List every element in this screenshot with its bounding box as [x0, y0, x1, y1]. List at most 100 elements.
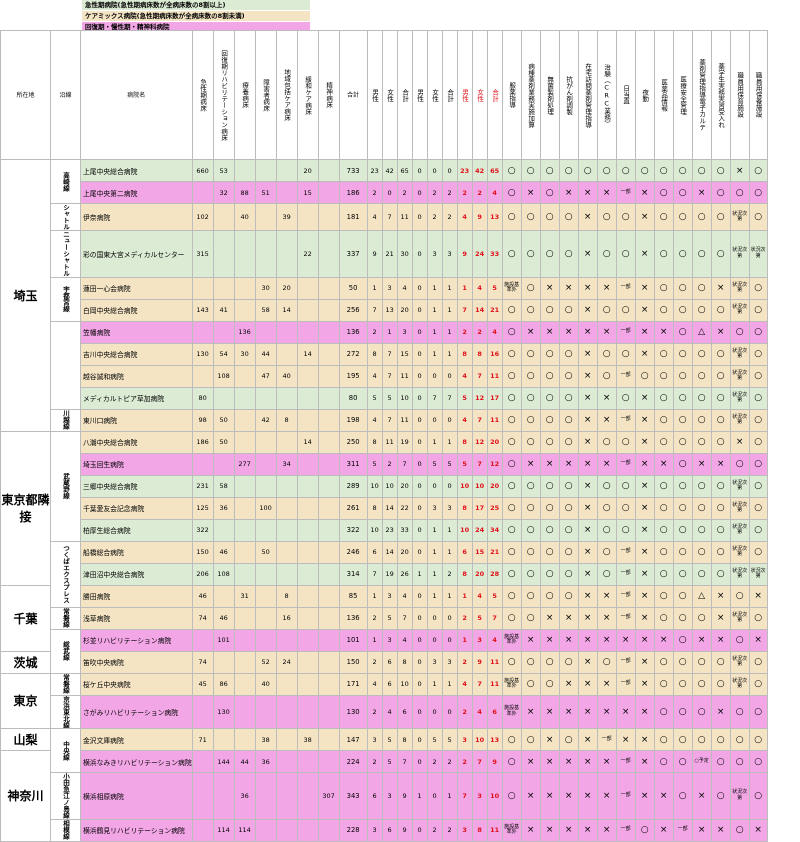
work-status: ○ — [653, 276, 674, 300]
fulltime-pharmacists: 7 — [366, 298, 383, 322]
fulltime-pharmacists: 7 — [396, 750, 413, 773]
header-bed-6: 精神病床 — [317, 30, 340, 160]
work-status: ○ — [653, 474, 674, 498]
work-status: 状況次第 — [729, 672, 750, 696]
total-pharmacists: 4 — [471, 694, 488, 729]
work-status: △ — [691, 584, 712, 608]
bed-count: 46 — [191, 584, 214, 608]
work-status: ○ — [672, 540, 693, 564]
header-sum-female: 女性 — [471, 30, 488, 160]
hospital-name: 三郷中央総合病院 — [80, 474, 193, 498]
parttime-pharmacists: 3 — [426, 650, 443, 674]
work-status: ○ — [672, 203, 693, 231]
work-status: × — [596, 452, 617, 476]
work-status: ○ — [520, 606, 541, 630]
total-beds: 289 — [338, 474, 368, 498]
bed-count: 34 — [275, 452, 298, 476]
header-sum-subtotal: 合計 — [486, 30, 503, 160]
bed-count — [296, 750, 319, 773]
work-status: × — [577, 650, 598, 674]
table-row: 山梨 中央線 金沢文庫病院 71 38 38 147 3 5 8 0 5 5 3 10 13 ○ ○ × ○ × 一部 × ×… — [0, 728, 768, 773]
total-beds: 80 — [338, 386, 368, 410]
total-beds: 85 — [338, 584, 368, 608]
bed-count — [275, 474, 298, 498]
header-work-11: 薬学生実務実習受入れ — [710, 30, 731, 160]
work-status: × — [577, 230, 598, 278]
work-status: ○ — [520, 728, 541, 751]
bed-count — [254, 694, 277, 729]
bed-count — [254, 584, 277, 608]
parttime-pharmacists: 1 — [441, 518, 458, 542]
work-status: ○ — [748, 496, 768, 520]
work-status: × — [558, 694, 579, 729]
prefecture-name: 東京 — [13, 694, 38, 709]
bed-count — [191, 694, 214, 729]
work-status: ○ — [501, 584, 522, 608]
table-row: 総武線 杉並リハビリテーション病院 101 101 1 3 4 0 0 0 1 3 4 施設基準外 × × × ×… — [0, 628, 768, 674]
bed-count — [296, 276, 319, 300]
prefecture-name: 茨城 — [13, 655, 38, 670]
parttime-pharmacists: 0 — [411, 408, 428, 432]
work-status: × — [520, 772, 541, 820]
fulltime-pharmacists: 42 — [381, 159, 398, 182]
table-row: 常磐線 浅草病院 74 46 16 136 2 5 7 0 0 0 2 5 7 ○ ○ × × × × 一部 × ○ ○ ○ × 状況… — [0, 606, 768, 630]
work-status: × — [634, 628, 655, 652]
bed-count — [317, 672, 340, 696]
bed-count: 80 — [191, 386, 214, 410]
header-pt-subtotal-label: 合計 — [445, 88, 454, 102]
work-status: ○ — [539, 650, 560, 674]
bed-count — [254, 452, 277, 476]
work-status: × — [691, 181, 712, 204]
bed-count — [233, 474, 256, 498]
bed-count — [296, 694, 319, 729]
parttime-pharmacists: 0 — [411, 452, 428, 476]
work-status: ○ — [672, 750, 693, 773]
work-status: 状況次第 — [729, 230, 750, 278]
bed-count — [233, 276, 256, 300]
header-ft-male-label: 男性 — [370, 88, 379, 102]
parttime-pharmacists: 5 — [441, 728, 458, 751]
bed-count — [191, 750, 214, 773]
work-status: × — [634, 728, 655, 751]
work-status: ○ — [653, 518, 674, 542]
parttime-pharmacists: 1 — [441, 320, 458, 344]
work-status: ○ — [558, 518, 579, 542]
parttime-pharmacists: 2 — [441, 181, 458, 204]
bed-count: 46 — [212, 540, 235, 564]
table-row: 津田沼中央総合病院 206 108 314 7 19 26 1 1 2 8 20 28 ○ ○ ○ ○ × ○ 一部 ×… — [0, 562, 768, 586]
fulltime-pharmacists: 33 — [396, 518, 413, 542]
parttime-pharmacists: 1 — [426, 320, 443, 344]
total-pharmacists: 23 — [456, 159, 473, 182]
parttime-pharmacists: 0 — [411, 276, 428, 300]
work-status: ○ — [520, 364, 541, 388]
work-status: ○ — [672, 430, 693, 454]
bed-count: 31 — [233, 584, 256, 608]
work-status: ○ — [596, 474, 617, 498]
total-pharmacists: 8 — [456, 496, 473, 520]
work-status: × — [520, 818, 541, 842]
fulltime-pharmacists: 11 — [396, 364, 413, 388]
work-status: ○ — [672, 452, 693, 476]
fulltime-pharmacists: 2 — [396, 181, 413, 204]
bed-count: 88 — [233, 181, 256, 204]
work-status: ○ — [539, 562, 560, 586]
parttime-pharmacists: 0 — [426, 408, 443, 432]
work-status: × — [615, 728, 636, 751]
parttime-pharmacists: 0 — [426, 606, 443, 630]
work-status: ○ — [710, 342, 731, 366]
work-status: × — [596, 276, 617, 300]
work-status: ○ — [539, 159, 560, 182]
hospital-name: 津田沼中央総合病院 — [80, 562, 193, 586]
fulltime-pharmacists: 3 — [381, 584, 398, 608]
total-pharmacists: 20 — [486, 430, 503, 454]
prefecture-name: 山梨 — [13, 733, 38, 747]
parttime-pharmacists: 1 — [426, 342, 443, 366]
work-status: × — [634, 562, 655, 586]
fulltime-pharmacists: 11 — [396, 203, 413, 231]
work-status: × — [634, 430, 655, 454]
work-status: 状況次第 — [729, 772, 750, 820]
work-status: ○ — [615, 342, 636, 366]
work-status: × — [558, 320, 579, 344]
header-work-6-label: 日当直 — [621, 85, 630, 105]
bed-count: 144 — [212, 750, 235, 773]
